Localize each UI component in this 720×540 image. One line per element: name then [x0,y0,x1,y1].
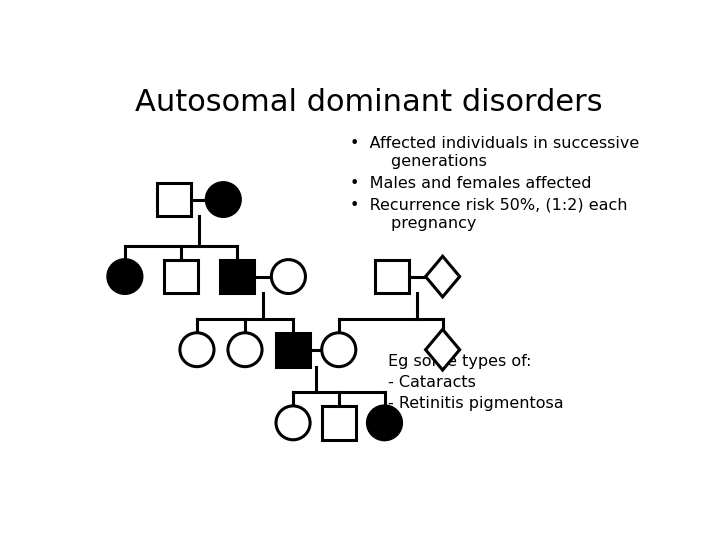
Circle shape [322,333,356,367]
Bar [220,260,254,294]
Circle shape [271,260,305,294]
Circle shape [180,333,214,367]
Bar [157,183,191,217]
Text: •  Affected individuals in successive
        generations: • Affected individuals in successive gen… [350,136,639,169]
Text: Eg some types of:
- Cataracts
- Retinitis pigmentosa: Eg some types of: - Cataracts - Retiniti… [388,354,564,410]
Circle shape [228,333,262,367]
Polygon shape [426,329,459,370]
Text: •  Recurrence risk 50%, (1:2) each
        pregnancy: • Recurrence risk 50%, (1:2) each pregna… [350,197,627,231]
Text: Autosomal dominant disorders: Autosomal dominant disorders [135,88,603,117]
Circle shape [367,406,402,440]
Polygon shape [426,256,459,297]
Bar [163,260,198,294]
Circle shape [206,183,240,217]
Bar [276,333,310,367]
Circle shape [276,406,310,440]
Circle shape [108,260,142,294]
Text: •  Males and females affected: • Males and females affected [350,176,591,191]
Bar [322,406,356,440]
Bar [375,260,409,294]
